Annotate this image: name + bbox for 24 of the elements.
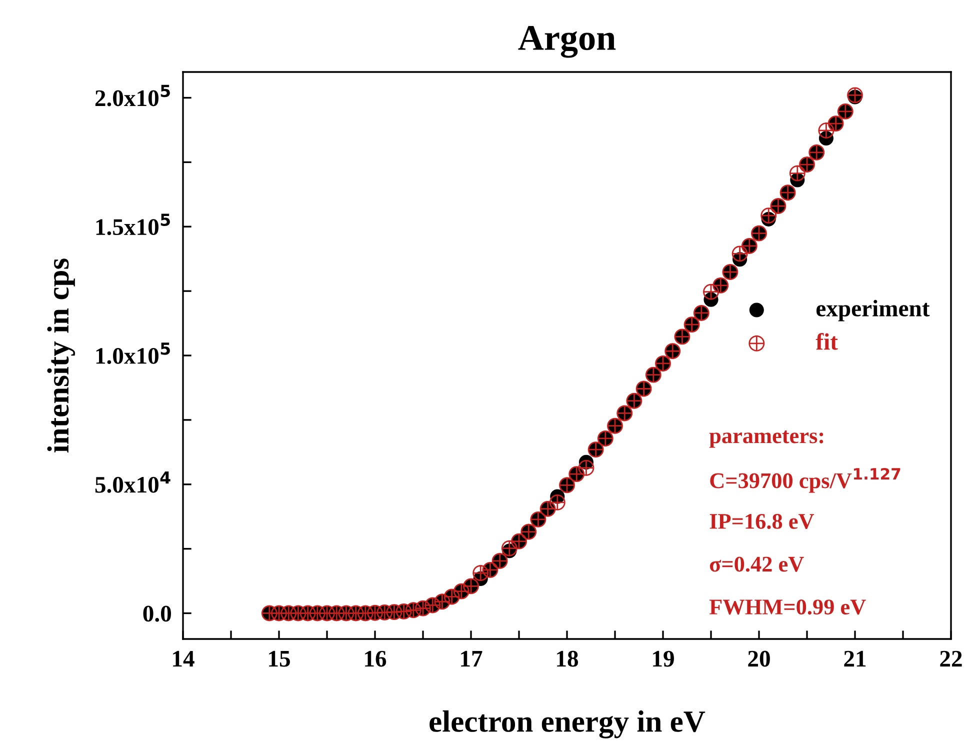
x-tick-label: 16 <box>365 650 386 667</box>
y-tick-label: 5.0x10$^{4}$ <box>95 471 170 493</box>
y-tick-label: 1.5x10$^{5}$ <box>96 214 170 236</box>
x-tick-label: 17 <box>461 650 482 666</box>
annotation: σ=0.42 eV <box>710 556 804 572</box>
x-axis-title: electron energy in eV <box>430 710 706 738</box>
chart-title: Argon <box>518 26 616 58</box>
x-tick-label: 21 <box>844 650 866 666</box>
annotation: FWHM=0.99 eV <box>709 600 866 615</box>
annotation: parameters: <box>709 430 824 448</box>
annotation: C=39700 cps/V$^{1.127}$ <box>710 468 900 493</box>
annotation: IP=16.8 eV <box>710 514 814 530</box>
x-tick-label: 18 <box>557 650 578 667</box>
x-tick-label: 15 <box>269 650 290 667</box>
x-tick-label: 14 <box>173 650 194 666</box>
legend-label: fit <box>816 332 838 350</box>
legend-label: experiment <box>816 300 930 322</box>
y-tick-label: 2.0x10$^{5}$ <box>95 84 170 106</box>
x-tick-label: 20 <box>748 650 770 667</box>
y-tick-label: 0.0 <box>143 606 171 622</box>
x-tick-label: 22 <box>940 650 962 666</box>
x-tick-label: 19 <box>653 650 674 667</box>
y-tick-label: 1.0x10$^{5}$ <box>96 342 170 364</box>
y-axis-title: intensity in cps <box>47 258 75 452</box>
